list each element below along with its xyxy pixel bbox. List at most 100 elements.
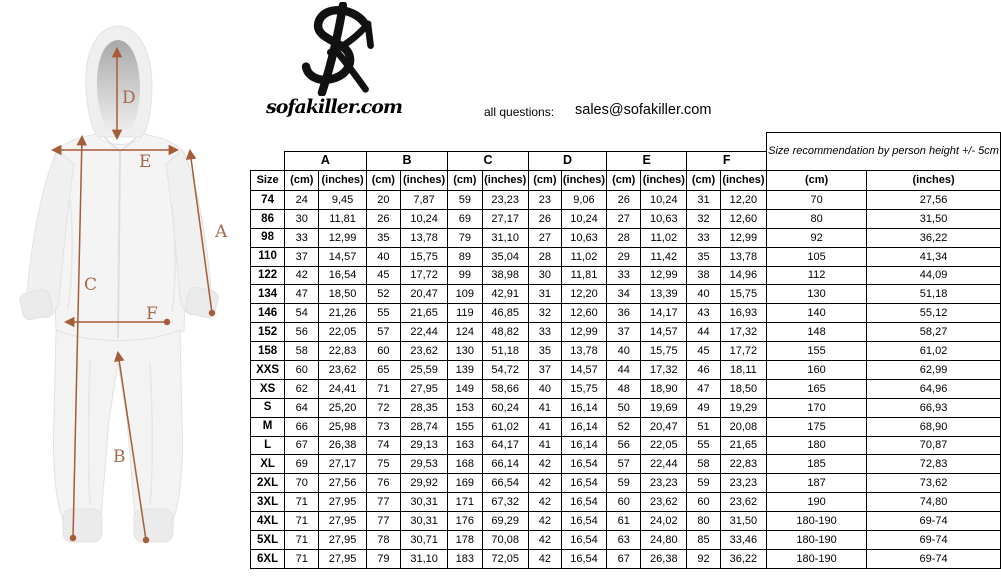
cell-rec-cm: 175 bbox=[766, 416, 868, 437]
cell-E-cm: 59 bbox=[606, 473, 642, 494]
cell-D-cm: 31 bbox=[527, 284, 562, 305]
cell-D-inches: 13,78 bbox=[560, 341, 608, 362]
cell-F-cm: 49 bbox=[686, 397, 721, 418]
cell-A-cm: 71 bbox=[284, 548, 320, 569]
cell-F-cm: 44 bbox=[686, 322, 721, 343]
cell-E-cm: 33 bbox=[606, 265, 642, 286]
cell-B-cm: 73 bbox=[365, 416, 401, 437]
cell-D-cm: 42 bbox=[527, 511, 562, 532]
cell-C-cm: 155 bbox=[447, 416, 483, 437]
cell-E-inches: 24,80 bbox=[640, 530, 688, 550]
cell-F-cm: 35 bbox=[686, 246, 721, 267]
cell-C-cm: 139 bbox=[447, 360, 483, 380]
column-group-E: E bbox=[606, 151, 688, 171]
unit-cm-header: (cm) bbox=[686, 170, 721, 191]
cell-rec-inches: 72,83 bbox=[866, 454, 1001, 475]
cell-D-cm: 35 bbox=[527, 341, 562, 362]
cell-F-inches: 18,11 bbox=[719, 360, 768, 380]
cell-B-inches: 27,95 bbox=[399, 378, 449, 399]
table-row: 122 42 16,54 45 17,72 99 38,98 30 11,81 … bbox=[249, 265, 1001, 286]
unit-inches-header: (inches) bbox=[560, 170, 608, 191]
cell-C-inches: 61,02 bbox=[481, 416, 529, 437]
cell-D-cm: 37 bbox=[527, 360, 562, 380]
cell-C-cm: 153 bbox=[447, 397, 483, 418]
onesie-figure: D E A C F B bbox=[19, 25, 228, 544]
cell-F-cm: 51 bbox=[686, 416, 721, 437]
cell-C-cm: 69 bbox=[447, 208, 483, 229]
cell-D-cm: 41 bbox=[527, 416, 562, 437]
cell-D-inches: 16,54 bbox=[560, 511, 608, 532]
cell-F-cm: 45 bbox=[686, 341, 721, 362]
cell-C-cm: 168 bbox=[447, 454, 483, 475]
cell-E-inches: 12,99 bbox=[640, 265, 688, 286]
cell-B-cm: 20 bbox=[365, 190, 401, 210]
cell-rec-cm: 92 bbox=[766, 227, 868, 248]
size-label: XXS bbox=[249, 360, 286, 380]
cell-F-cm: 46 bbox=[686, 360, 721, 380]
unit-inches-header: (inches) bbox=[640, 170, 688, 191]
cell-D-inches: 16,54 bbox=[560, 473, 608, 494]
column-group-D: D bbox=[527, 151, 608, 171]
cell-A-cm: 54 bbox=[284, 303, 320, 324]
cell-E-inches: 23,23 bbox=[640, 473, 688, 494]
cell-rec-inches: 55,12 bbox=[866, 303, 1001, 324]
column-group-C: C bbox=[447, 151, 529, 171]
table-row: 110 37 14,57 40 15,75 89 35,04 28 11,02 … bbox=[249, 246, 1001, 267]
cell-rec-cm: 180-190 bbox=[766, 530, 868, 550]
cell-B-inches: 10,24 bbox=[399, 208, 449, 229]
size-label: 4XL bbox=[249, 511, 286, 532]
cell-D-cm: 28 bbox=[527, 246, 562, 267]
cell-E-inches: 13,39 bbox=[640, 284, 688, 305]
cell-F-inches: 21,65 bbox=[719, 435, 768, 456]
cell-D-cm: 32 bbox=[527, 303, 562, 324]
label-A: A bbox=[214, 222, 228, 242]
cell-rec-cm: 105 bbox=[766, 246, 868, 267]
cell-rec-cm: 165 bbox=[766, 378, 868, 399]
cell-F-cm: 85 bbox=[686, 530, 721, 550]
cell-C-inches: 51,18 bbox=[481, 341, 529, 362]
cell-B-cm: 60 bbox=[365, 341, 401, 362]
label-F: F bbox=[146, 304, 158, 324]
contact-email[interactable]: sales@sofakiller.com bbox=[575, 102, 712, 118]
cell-A-cm: 71 bbox=[284, 492, 320, 513]
cell-F-inches: 15,75 bbox=[719, 284, 768, 305]
table-row: 134 47 18,50 52 20,47 109 42,91 31 12,20… bbox=[249, 284, 1001, 305]
cell-F-inches: 36,22 bbox=[719, 548, 768, 569]
cell-rec-cm: 180-190 bbox=[766, 548, 868, 569]
cell-rec-inches: 70,87 bbox=[866, 435, 1001, 456]
cell-C-inches: 60,24 bbox=[481, 397, 529, 418]
cell-E-inches: 11,02 bbox=[640, 227, 688, 248]
cell-rec-cm: 170 bbox=[766, 397, 868, 418]
cell-C-inches: 38,98 bbox=[481, 265, 529, 286]
cell-rec-cm: 155 bbox=[766, 341, 868, 362]
size-label: M bbox=[249, 416, 286, 437]
cell-C-cm: 178 bbox=[447, 530, 483, 550]
cell-A-inches: 18,50 bbox=[318, 284, 367, 305]
cell-E-cm: 52 bbox=[606, 416, 642, 437]
cell-F-inches: 17,72 bbox=[719, 341, 768, 362]
cell-D-inches: 14,57 bbox=[560, 360, 608, 380]
cell-A-inches: 16,54 bbox=[318, 265, 367, 286]
table-row: 152 56 22,05 57 22,44 124 48,82 33 12,99… bbox=[249, 322, 1001, 343]
cell-F-inches: 18,50 bbox=[719, 378, 768, 399]
arrow-B-inseam-length bbox=[114, 350, 150, 544]
cell-F-inches: 20,08 bbox=[719, 416, 768, 437]
size-label: 158 bbox=[249, 341, 286, 362]
header-spacer bbox=[251, 152, 285, 171]
cell-A-cm: 37 bbox=[284, 246, 320, 267]
table-row: 6XL 71 27,95 79 31,10 183 72,05 42 16,54… bbox=[249, 548, 1001, 569]
cell-B-cm: 74 bbox=[365, 435, 401, 456]
cell-E-cm: 50 bbox=[606, 397, 642, 418]
size-label: 152 bbox=[249, 322, 286, 343]
label-E: E bbox=[139, 152, 151, 172]
cell-E-cm: 26 bbox=[606, 190, 642, 210]
cell-B-inches: 25,59 bbox=[399, 360, 449, 380]
brand-logo-text: sofakiller.com bbox=[266, 96, 403, 118]
cell-A-inches: 22,05 bbox=[318, 322, 367, 343]
table-row: S 64 25,20 72 28,35 153 60,24 41 16,14 5… bbox=[249, 397, 1001, 418]
cell-B-inches: 15,75 bbox=[399, 246, 449, 267]
header-spacer bbox=[251, 133, 767, 152]
cell-A-cm: 71 bbox=[284, 511, 320, 532]
cell-D-cm: 42 bbox=[527, 473, 562, 494]
